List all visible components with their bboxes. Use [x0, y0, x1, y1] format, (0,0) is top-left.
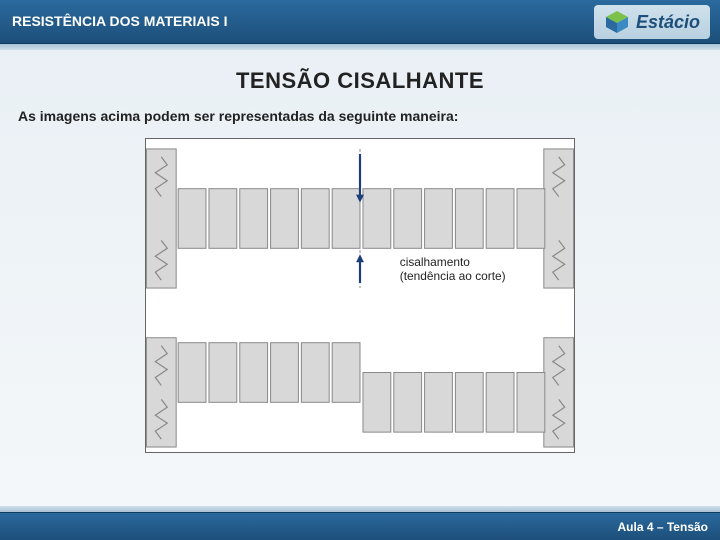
footer-text: Aula 4 – Tensão	[618, 520, 708, 534]
footer-bar: Aula 4 – Tensão	[0, 512, 720, 540]
header-bar: RESISTÊNCIA DOS MATERIAIS I Estácio	[0, 0, 720, 44]
svg-text:cisalhamento: cisalhamento	[400, 255, 471, 269]
brand-logo: Estácio	[594, 5, 710, 39]
figure-container: cisalhamento(tendência ao corte)	[0, 138, 720, 453]
header-underline	[0, 44, 720, 50]
intro-text: As imagens acima podem ser representadas…	[0, 108, 720, 124]
svg-text:(tendência ao corte): (tendência ao corte)	[400, 269, 506, 283]
shear-diagram: cisalhamento(tendência ao corte)	[145, 138, 575, 453]
cube-icon	[604, 9, 630, 35]
brand-text: Estácio	[636, 12, 700, 33]
section-title: TENSÃO CISALHANTE	[0, 68, 720, 94]
